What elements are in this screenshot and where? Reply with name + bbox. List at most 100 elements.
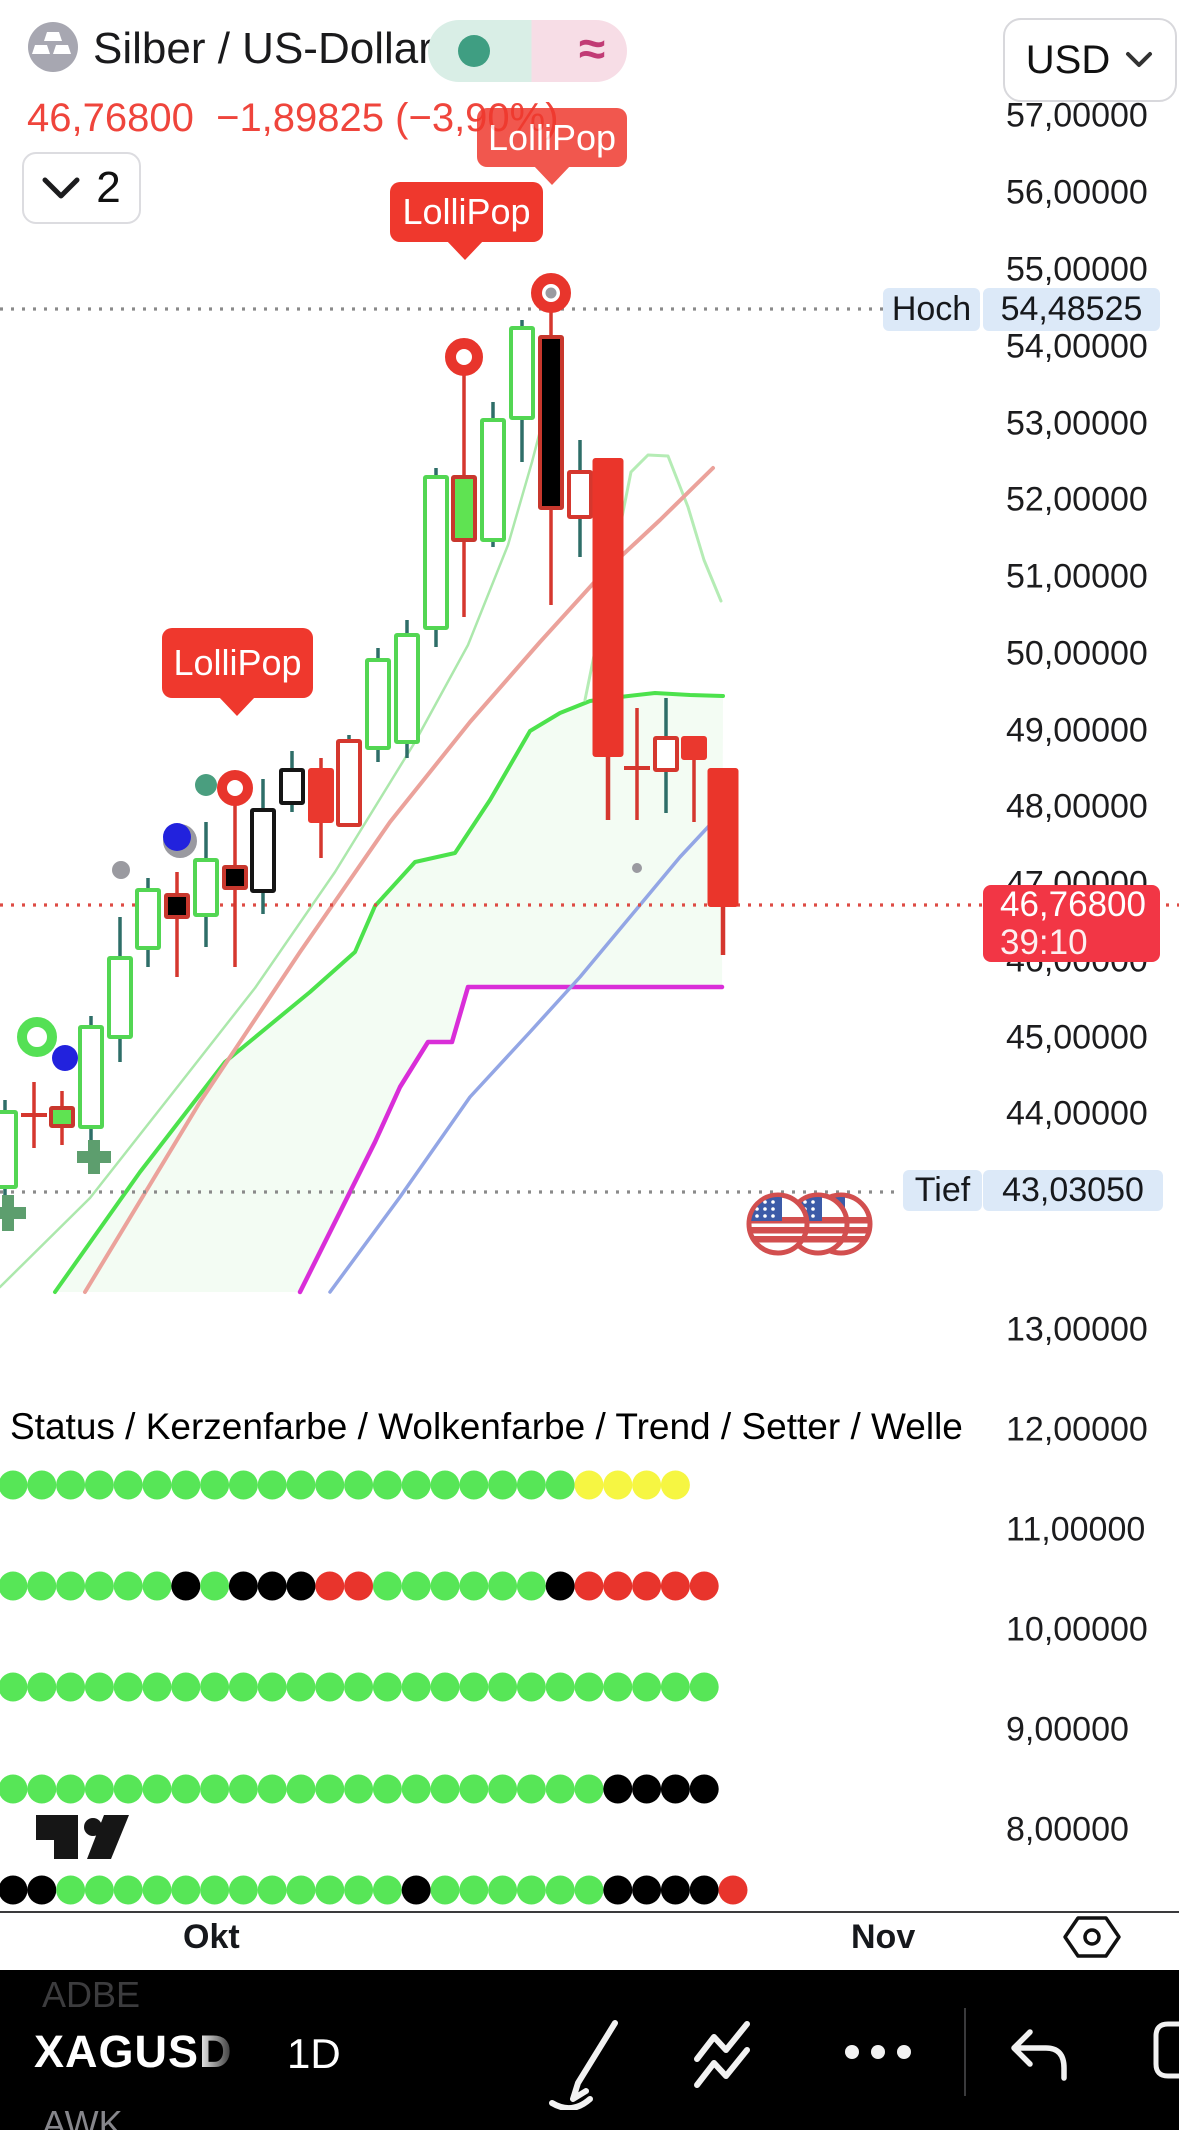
status-dot: [459, 1672, 489, 1702]
candle-body: [250, 808, 276, 893]
ichimoku-cloud: [55, 693, 723, 1292]
candle-body: [164, 893, 190, 919]
status-dot: [459, 1470, 489, 1500]
signal-dot-marker: [112, 861, 130, 879]
status-dot: [142, 1774, 172, 1804]
status-dot: [27, 1875, 57, 1905]
status-dot: [574, 1470, 604, 1500]
status-dot: [286, 1470, 316, 1500]
status-dot: [488, 1672, 518, 1702]
status-dot: [430, 1875, 460, 1905]
candle-body: [592, 458, 624, 757]
draw-pencil-icon[interactable]: [540, 2005, 640, 2110]
y-axis-label: 48,00000: [1006, 787, 1148, 826]
y-axis-label: 13,00000: [1006, 1310, 1148, 1349]
more-options-icon[interactable]: [838, 2038, 918, 2066]
status-dot: [545, 1774, 575, 1804]
status-dot: [574, 1672, 604, 1702]
status-dot: [516, 1774, 546, 1804]
status-dot: [430, 1672, 460, 1702]
approx-wave-icon: ≈: [578, 23, 606, 76]
indicator-line: [83, 466, 715, 1294]
undo-icon[interactable]: [1005, 2028, 1075, 2084]
indicators-icon[interactable]: [690, 2015, 785, 2095]
status-dot: [689, 1774, 719, 1804]
lollipop-label: LolliPop: [477, 108, 627, 185]
status-dot: [315, 1774, 345, 1804]
lollipop-label: LolliPop: [162, 628, 313, 716]
candle-body: [135, 888, 161, 950]
status-dot: [228, 1672, 258, 1702]
status-dot: [142, 1672, 172, 1702]
status-dot: [574, 1571, 604, 1601]
ring-marker: [217, 770, 253, 806]
candle-body: [681, 736, 707, 760]
status-dot: [200, 1470, 230, 1500]
status-dot: [516, 1672, 546, 1702]
hexagon-settings-icon[interactable]: [1062, 1915, 1122, 1959]
status-dot: [0, 1672, 28, 1702]
status-dot: [171, 1571, 201, 1601]
flag-star: [811, 1207, 815, 1211]
flag-star: [803, 1200, 807, 1204]
status-dot: [113, 1470, 143, 1500]
candle-body: [336, 739, 362, 827]
indicator-count-button[interactable]: 2: [22, 152, 141, 224]
status-dot: [257, 1470, 287, 1500]
bottom-toolbar: ADBE XAGUSD 1D AWK: [0, 1970, 1179, 2130]
high-label: Hoch: [883, 288, 980, 331]
ring-center-dot: [545, 287, 557, 299]
status-dot: [0, 1774, 28, 1804]
snapshot-icon[interactable]: [1152, 2020, 1179, 2080]
status-dot: [603, 1672, 633, 1702]
status-dot: [171, 1672, 201, 1702]
status-dot: [516, 1571, 546, 1601]
status-dot: [113, 1875, 143, 1905]
watchlist-ghost-row: AWK: [42, 2103, 123, 2130]
status-dot: [27, 1571, 57, 1601]
currency-value: USD: [1025, 37, 1111, 82]
status-dot: [228, 1571, 258, 1601]
status-dot: [113, 1571, 143, 1601]
status-dot: [603, 1875, 633, 1905]
indicator-line: [297, 984, 725, 1295]
status-dot: [56, 1774, 86, 1804]
status-dot: [516, 1470, 546, 1500]
status-dot: [56, 1571, 86, 1601]
status-dot: [689, 1875, 719, 1905]
candle-body: [394, 633, 420, 744]
last-price: 46,76800: [27, 96, 194, 140]
status-dot: [401, 1672, 431, 1702]
status-dot: [516, 1875, 546, 1905]
y-axis-label: 52,00000: [1006, 480, 1148, 519]
status-dot: [257, 1875, 287, 1905]
flag-stripe: [791, 1227, 845, 1234]
y-axis-label: 53,00000: [1006, 404, 1148, 443]
status-dot: [632, 1875, 662, 1905]
status-dot: [689, 1672, 719, 1702]
y-axis-label: 50,00000: [1006, 634, 1148, 673]
candle-body: [193, 858, 219, 917]
status-dot: [200, 1672, 230, 1702]
status-dot: [344, 1875, 374, 1905]
indicator-line: [328, 810, 724, 1294]
ring-marker: [17, 1017, 57, 1057]
status-dot: [488, 1875, 518, 1905]
symbol-fade: [196, 2022, 250, 2078]
plus-marker: [77, 1151, 111, 1163]
y-axis-label: 11,00000: [1006, 1510, 1146, 1549]
flag-star: [763, 1207, 767, 1211]
ring-marker: [445, 338, 483, 376]
low-value: 43,03050: [983, 1170, 1163, 1211]
currency-select[interactable]: USD: [1003, 18, 1177, 102]
interval-button[interactable]: 1D: [287, 2030, 341, 2077]
x-axis-label-okt: Okt: [183, 1918, 240, 1956]
tradingview-logo: [84, 1818, 102, 1836]
alert-toggle[interactable]: ≈: [428, 20, 627, 82]
status-dot: [315, 1672, 345, 1702]
status-dot: [603, 1774, 633, 1804]
candle-body: [567, 470, 593, 519]
status-dot: [84, 1774, 114, 1804]
status-dot: [372, 1571, 402, 1601]
